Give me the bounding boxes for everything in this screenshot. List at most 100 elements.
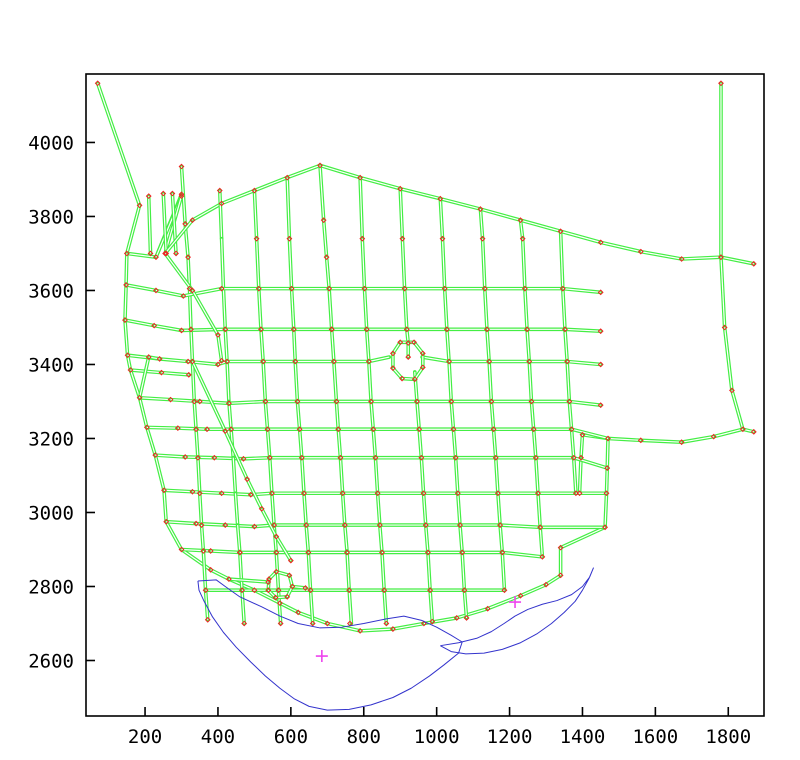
x-tick-label: 1400 (560, 726, 606, 748)
link-median (309, 590, 314, 624)
network-node-marker (446, 358, 452, 365)
network-node-marker (167, 396, 174, 403)
network-node-marker (381, 587, 388, 594)
network-node-marker (323, 254, 330, 261)
link-median (533, 429, 537, 458)
link-median (339, 457, 344, 494)
y-tick-label: 3200 (28, 428, 74, 450)
network-node-marker (288, 285, 295, 292)
network-node-marker (397, 185, 404, 192)
link-median (440, 198, 481, 210)
link-median (126, 355, 132, 371)
link-median (262, 361, 266, 402)
link-median (181, 328, 226, 332)
network-node-marker (359, 235, 366, 242)
link-median (154, 454, 165, 491)
network-node-marker (419, 350, 426, 357)
link-median (264, 401, 269, 430)
network-node-marker (127, 367, 134, 373)
network-node-marker (305, 549, 312, 556)
x-tick-label: 400 (201, 726, 235, 748)
network-node-marker (251, 523, 258, 530)
network-node-marker (459, 549, 466, 556)
link-median (288, 238, 293, 289)
link-median (226, 361, 230, 402)
link-median (228, 401, 232, 430)
network-node-marker (178, 327, 185, 334)
network-node-marker (597, 239, 604, 246)
network-node-marker (411, 339, 417, 346)
network-node-marker (557, 544, 564, 551)
network-node-marker (370, 426, 377, 433)
link-median (161, 372, 189, 376)
network-node-marker (337, 454, 344, 461)
link-median (266, 429, 271, 458)
network-node-marker (204, 616, 211, 623)
network-node-marker (196, 398, 203, 405)
network-node-marker (570, 454, 577, 461)
series-zone-centroids (315, 596, 522, 663)
link-median (490, 401, 495, 430)
link-median (492, 429, 497, 458)
link-median (399, 188, 403, 239)
link-median (319, 165, 325, 221)
link-median (400, 188, 441, 200)
network-node-marker (182, 454, 189, 460)
network-node-marker (286, 572, 293, 579)
network-node-marker (390, 365, 396, 372)
network-node-marker (151, 322, 158, 329)
link-median (192, 202, 222, 221)
link-median (569, 400, 601, 406)
y-tick-label: 3600 (28, 280, 74, 302)
link-median (560, 231, 564, 289)
link-median (377, 493, 381, 526)
link-median (413, 341, 424, 354)
link-median (290, 288, 295, 330)
network-node-marker (225, 576, 232, 582)
link-median (328, 288, 333, 330)
x-tick-label: 600 (274, 726, 308, 748)
network-node-marker (710, 433, 717, 440)
network-node-marker (215, 361, 221, 368)
link-median (241, 590, 245, 624)
link-median (580, 434, 584, 458)
network-node-marker (363, 326, 370, 333)
network-node-marker (204, 426, 210, 433)
network-node-marker (215, 331, 221, 338)
link-median (560, 526, 606, 549)
link-median (522, 238, 526, 289)
network-node-marker (309, 620, 316, 627)
network-node-marker (258, 505, 265, 512)
link-median (191, 361, 195, 402)
link-median (425, 525, 429, 553)
link-median (325, 257, 330, 289)
network-node-marker (317, 162, 323, 169)
link-median (197, 457, 201, 494)
network-node-marker (193, 520, 199, 527)
network-node-marker (268, 490, 275, 497)
link-median (254, 177, 288, 192)
link-median (681, 436, 714, 443)
network-node-marker (301, 490, 307, 497)
network-node-marker (399, 235, 406, 242)
network-node-marker (294, 398, 301, 405)
link-median (199, 400, 229, 404)
network-node-marker (448, 398, 455, 405)
link-median (414, 367, 424, 380)
link-median (537, 493, 541, 528)
network-node-marker (335, 426, 342, 433)
link-median (524, 288, 528, 330)
network-node-marker (457, 522, 463, 528)
x-tick-label: 1800 (705, 726, 751, 748)
link-median (148, 196, 152, 254)
network-node-marker (357, 627, 364, 634)
network-node-marker (718, 254, 724, 261)
link-median (303, 493, 307, 526)
link-median (500, 524, 541, 528)
network-node-marker (122, 317, 128, 323)
network-node-marker (123, 282, 130, 288)
link-median (418, 429, 422, 458)
network-node-marker (191, 398, 198, 405)
network-node-marker (499, 549, 506, 556)
network-node-marker (277, 600, 283, 607)
